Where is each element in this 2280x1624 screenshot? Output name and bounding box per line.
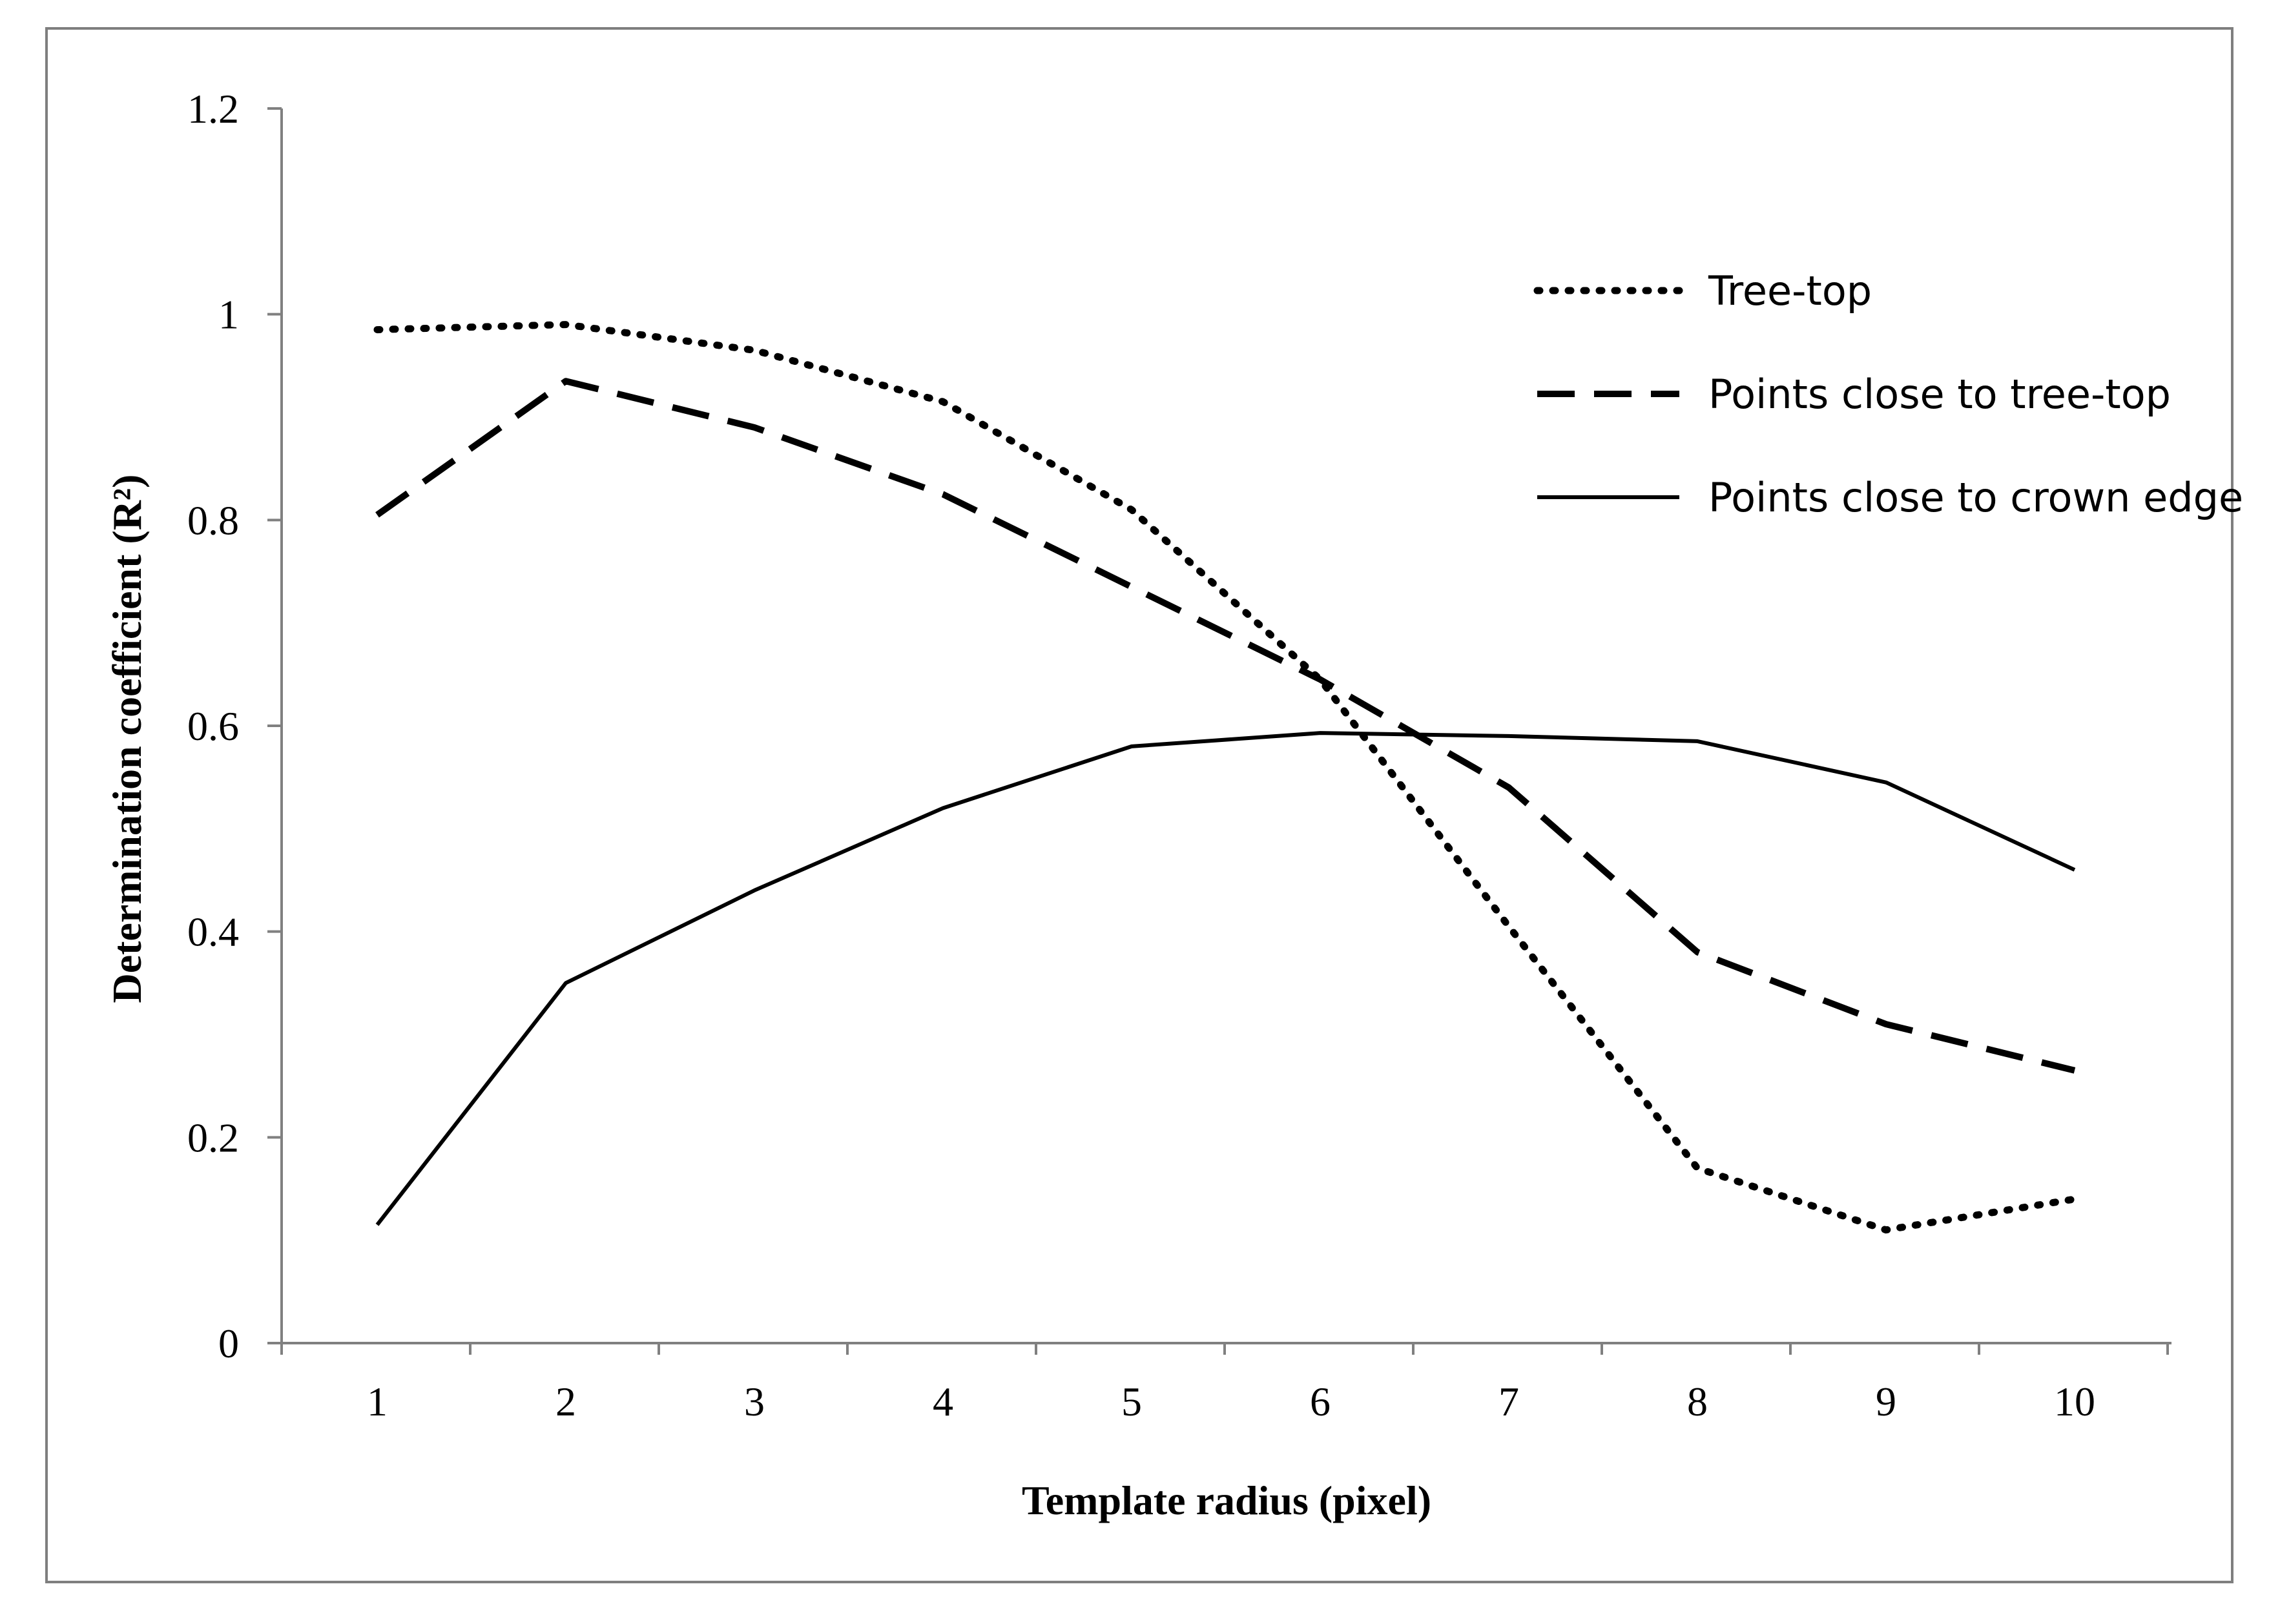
x-tick-label: 1 xyxy=(367,1379,388,1424)
legend-label: Points close to crown edge xyxy=(1708,474,2243,521)
y-axis-title: Determination coefficient (R²) xyxy=(104,475,150,1003)
y-tick-label: 0.2 xyxy=(187,1115,239,1160)
x-tick-label: 10 xyxy=(2054,1379,2095,1424)
x-tick-label: 4 xyxy=(933,1379,953,1424)
series-line-tree-top xyxy=(373,321,2078,1234)
x-tick-label: 3 xyxy=(744,1379,765,1424)
y-tick-label: 0.4 xyxy=(187,909,239,955)
x-tick-label: 6 xyxy=(1310,1379,1331,1424)
y-tick-label: 0.8 xyxy=(187,497,239,543)
y-tick-label: 1.2 xyxy=(187,86,239,132)
legend: Tree-top Points close to tree-top Points c… xyxy=(1533,267,2243,521)
x-tick-label: 9 xyxy=(1876,1379,1896,1424)
x-tick-label: 2 xyxy=(555,1379,576,1424)
series-lines xyxy=(373,321,2078,1234)
series-line-points-close-to-tree-top xyxy=(375,378,2076,1074)
legend-label: Points close to tree-top xyxy=(1708,371,2171,418)
x-ticks: 1 2 3 4 5 6 7 8 9 10 xyxy=(280,1343,2169,1424)
y-tick-label: 0 xyxy=(218,1321,239,1366)
x-tick-label: 8 xyxy=(1687,1379,1708,1424)
y-ticks: 0 0.2 0.4 0.6 0.8 1 1.2 xyxy=(187,86,282,1366)
y-tick-label: 0.6 xyxy=(187,703,239,749)
axes xyxy=(280,108,2171,1344)
x-axis-title: Template radius (pixel) xyxy=(1022,1477,1431,1523)
series-line-points-close-to-crown-edge xyxy=(375,731,2076,1226)
x-tick-label: 5 xyxy=(1121,1379,1142,1424)
chart-frame xyxy=(45,27,2233,1583)
legend-label: Tree-top xyxy=(1708,267,1872,314)
y-tick-label: 1 xyxy=(218,292,239,338)
x-tick-label: 7 xyxy=(1498,1379,1519,1424)
